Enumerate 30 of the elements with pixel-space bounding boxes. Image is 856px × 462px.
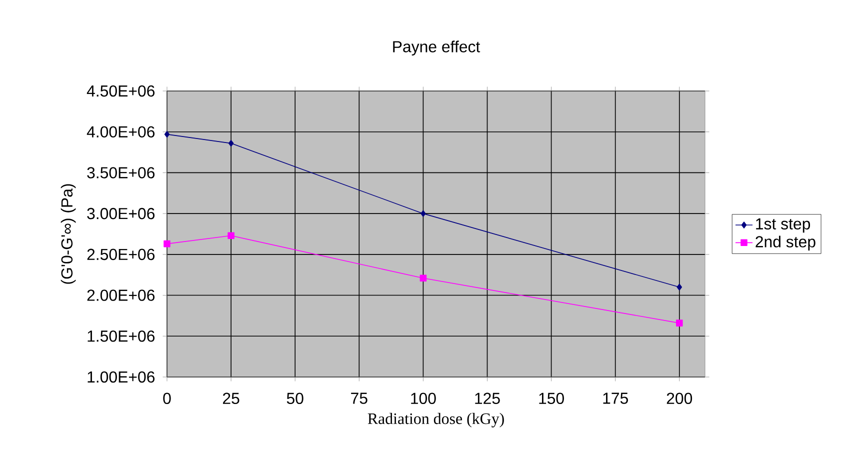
- point: [676, 284, 682, 290]
- y-tick-label: 4.00E+06: [86, 126, 155, 138]
- point: [676, 320, 683, 326]
- y-tick-label: 2.00E+06: [87, 290, 155, 301]
- x-tick-label: 125: [475, 392, 500, 404]
- point: [164, 130, 170, 138]
- x-axis-title: Radiation dose (kGy): [368, 412, 504, 428]
- x-tick-label: 75: [351, 392, 368, 404]
- y-tick-label: 2.50E+06: [87, 248, 155, 260]
- point: [228, 140, 234, 147]
- y-tick-label: 4.50E+06: [86, 85, 155, 97]
- y-tick-label: 1.00E+06: [88, 371, 155, 383]
- y-tick-label: 1.50E+06: [88, 330, 155, 342]
- point: [164, 240, 170, 248]
- point: [420, 274, 427, 282]
- x-tick-label: 200: [666, 392, 692, 404]
- x-tick-label: 100: [411, 392, 436, 404]
- point: [420, 210, 426, 217]
- x-tick-label: 50: [286, 392, 304, 404]
- chart-title: Payne effect: [393, 40, 480, 56]
- y-axis-title: (G'0-G'∞) (Pa): [60, 184, 76, 284]
- y-tick-label: 3.50E+06: [87, 167, 155, 178]
- x-tick-label: 0: [163, 392, 171, 404]
- point: [228, 232, 234, 240]
- legend-label: 1st step: [756, 218, 810, 233]
- x-tick-label: 175: [603, 392, 628, 404]
- legend-label: 2nd step: [756, 236, 816, 251]
- y-tick-label: 3.00E+06: [87, 208, 155, 220]
- x-tick-label: 25: [222, 392, 240, 404]
- x-tick-label: 150: [539, 392, 564, 404]
